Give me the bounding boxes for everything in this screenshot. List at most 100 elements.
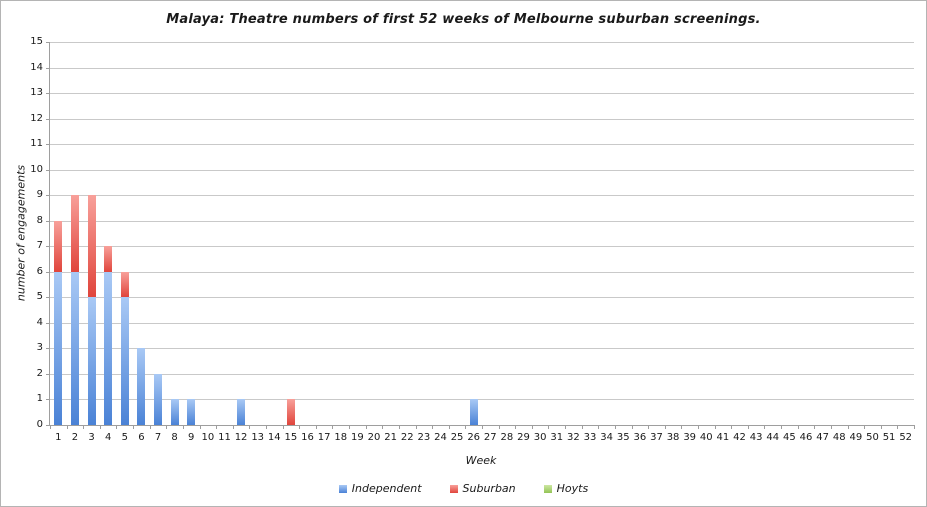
y-tick-label: 1 [36, 393, 43, 405]
bar-segment-independent-week-8 [170, 399, 179, 425]
y-tick-label: 3 [36, 342, 43, 354]
x-tick-mark [99, 425, 101, 429]
x-tick-mark [698, 425, 699, 429]
x-tick-mark [249, 425, 251, 429]
x-tick-label: 37 [650, 432, 663, 443]
bar-segment-independent-week-7 [154, 373, 162, 425]
x-tick-label: 48 [832, 432, 846, 443]
x-tick-label: 2 [71, 432, 79, 443]
y-tick-label: 14 [30, 61, 43, 73]
legend: Independent Suburban Hoyts [1, 482, 926, 495]
x-tick-mark [182, 425, 184, 429]
bar-segment-independent-week-1 [54, 271, 63, 425]
x-tick-label: 13 [251, 432, 265, 443]
x-tick-label: 33 [583, 432, 597, 443]
x-tick-mark [747, 425, 749, 429]
x-tick-label: 18 [334, 432, 348, 443]
x-tick-mark [731, 425, 733, 429]
x-tick-mark [880, 425, 882, 429]
y-tick-label: 2 [36, 367, 43, 379]
x-tick-label: 30 [533, 432, 547, 443]
x-tick-mark [548, 425, 550, 429]
y-tick-label: 0 [36, 419, 43, 430]
legend-swatch-independent [338, 484, 347, 493]
x-tick-mark [232, 425, 234, 429]
x-tick-label: 4 [104, 432, 112, 443]
x-tick-mark [216, 425, 218, 429]
y-tick-mark [46, 42, 50, 43]
y-tick-mark [46, 399, 50, 401]
x-tick-mark [133, 425, 135, 429]
x-tick-mark [847, 425, 849, 429]
x-tick-mark [598, 425, 600, 429]
x-tick-label: 21 [384, 432, 397, 443]
x-tick-mark [149, 425, 151, 429]
y-tick-label: 10 [30, 163, 43, 175]
x-tick-label: 17 [317, 432, 331, 443]
bar-segment-independent-week-9 [187, 399, 196, 425]
y-tick-label: 8 [36, 214, 43, 226]
x-tick-label: 40 [699, 432, 713, 443]
y-tick-mark [46, 322, 50, 324]
x-tick-label: 16 [301, 432, 314, 443]
bar-segment-suburban-week-4 [104, 246, 113, 272]
x-tick-mark [664, 425, 666, 429]
x-tick-label: 3 [88, 432, 95, 443]
gridline [50, 195, 914, 197]
x-tick-label: 10 [201, 432, 215, 443]
bar-segment-independent-week-5 [120, 297, 129, 425]
legend-item-independent: Independent [338, 482, 422, 495]
bar-segment-independent-week-12 [237, 399, 246, 425]
y-tick-mark [46, 144, 50, 146]
x-tick-label: 45 [783, 432, 796, 443]
x-tick-mark [448, 425, 450, 429]
x-tick-label: 36 [633, 432, 647, 443]
y-tick-label: 4 [36, 316, 43, 328]
legend-swatch-suburban [449, 484, 458, 493]
x-tick-label: 44 [766, 432, 780, 443]
x-tick-label: 47 [816, 432, 829, 443]
x-tick-mark [282, 425, 284, 429]
bar-segment-independent-week-2 [70, 271, 79, 425]
x-tick-label: 42 [733, 432, 746, 443]
chart-title: Malaya: Theatre numbers of first 52 week… [166, 12, 761, 27]
x-tick-label: 43 [749, 432, 763, 443]
y-tick-mark [46, 425, 50, 426]
gridline [50, 297, 914, 299]
gridline [50, 399, 914, 401]
x-tick-label: 20 [367, 432, 381, 443]
x-tick-label: 51 [882, 432, 896, 443]
x-tick-label: 8 [171, 432, 178, 443]
legend-item-suburban: Suburban [449, 482, 516, 495]
x-tick-mark [681, 425, 683, 429]
x-tick-mark [515, 425, 517, 429]
x-tick-label: 11 [218, 432, 231, 443]
x-tick-mark [764, 425, 766, 429]
x-tick-label: 29 [517, 432, 530, 443]
y-tick-mark [46, 246, 50, 248]
x-tick-label: 52 [899, 432, 913, 443]
x-tick-label: 24 [434, 432, 447, 443]
x-tick-mark [864, 425, 866, 429]
y-tick-label: 7 [36, 240, 43, 252]
x-tick-label: 39 [683, 432, 697, 443]
x-tick-mark [648, 425, 650, 429]
x-tick-mark [814, 425, 816, 429]
legend-item-hoyts: Hoyts [543, 482, 588, 495]
x-tick-mark [398, 425, 400, 429]
y-tick-mark [46, 348, 50, 350]
legend-label-suburban: Suburban [462, 482, 516, 495]
x-tick-mark [50, 425, 51, 429]
x-tick-label: 23 [417, 432, 431, 443]
y-tick-mark [46, 220, 50, 222]
y-tick-mark [46, 67, 50, 69]
x-tick-mark [432, 425, 434, 429]
x-tick-mark [66, 425, 68, 429]
gridline [50, 348, 914, 350]
bar-segment-suburban-week-2 [70, 195, 79, 272]
x-tick-label: 7 [154, 432, 162, 443]
x-tick-label: 28 [500, 432, 514, 443]
x-tick-label: 27 [483, 432, 497, 443]
x-tick-mark [631, 425, 633, 429]
x-tick-mark [614, 425, 616, 429]
